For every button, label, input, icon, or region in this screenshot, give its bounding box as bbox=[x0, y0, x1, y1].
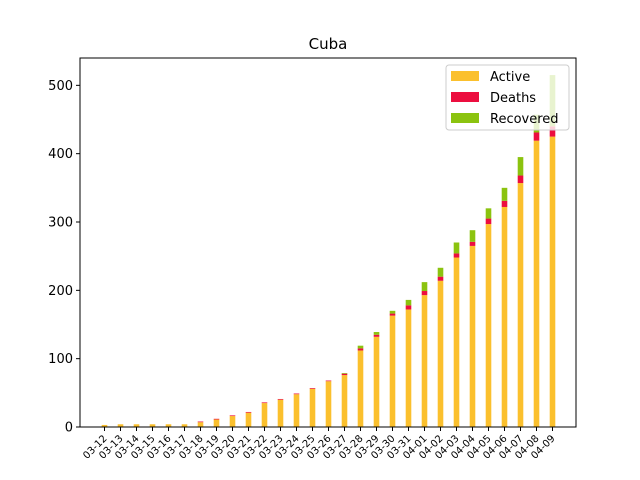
bar-active-04-08 bbox=[533, 140, 540, 427]
legend-label-active: Active bbox=[490, 70, 530, 85]
bar-active-04-01 bbox=[421, 295, 428, 427]
legend-swatch-deaths bbox=[451, 92, 479, 102]
bar-active-04-06 bbox=[501, 206, 508, 427]
bar-deaths-03-28 bbox=[357, 348, 364, 351]
bar-recovered-04-07 bbox=[517, 157, 524, 176]
bar-deaths-03-22 bbox=[261, 402, 268, 404]
chart-title: Cuba bbox=[309, 35, 348, 53]
bar-active-03-26 bbox=[325, 381, 332, 427]
bar-recovered-03-28 bbox=[357, 345, 364, 349]
y-tick-label: 100 bbox=[48, 352, 73, 367]
bar-active-03-30 bbox=[389, 315, 396, 427]
y-axis: 0 100 200 300 400 500 bbox=[48, 79, 80, 436]
bar-recovered-03-27 bbox=[341, 373, 348, 374]
bar-active-03-21 bbox=[245, 412, 252, 427]
bar-recovered-04-05 bbox=[485, 208, 492, 219]
y-tick-label: 0 bbox=[65, 421, 73, 436]
bar-active-03-14 bbox=[133, 424, 140, 427]
bar-recovered-04-06 bbox=[501, 187, 508, 201]
bar-deaths-04-09 bbox=[549, 126, 556, 137]
bar-active-04-09 bbox=[549, 136, 556, 427]
bar-active-03-29 bbox=[373, 336, 380, 427]
bar-active-04-03 bbox=[453, 257, 460, 427]
bars-group bbox=[101, 75, 556, 427]
bar-deaths-03-30 bbox=[389, 313, 396, 316]
bar-deaths-03-31 bbox=[405, 305, 412, 310]
bar-deaths-03-19 bbox=[213, 418, 220, 420]
bar-active-04-05 bbox=[485, 224, 492, 427]
bar-recovered-04-02 bbox=[437, 267, 444, 277]
bar-deaths-03-26 bbox=[325, 380, 332, 382]
bar-active-03-27 bbox=[341, 375, 348, 427]
bar-deaths-04-08 bbox=[533, 132, 540, 141]
bar-recovered-03-31 bbox=[405, 299, 412, 306]
bar-active-03-12 bbox=[101, 424, 108, 427]
bar-deaths-03-18 bbox=[197, 421, 204, 423]
bar-deaths-04-02 bbox=[437, 276, 444, 281]
plot-frame bbox=[79, 57, 577, 428]
bar-deaths-03-29 bbox=[373, 334, 380, 337]
bar-active-03-31 bbox=[405, 309, 412, 427]
bar-deaths-04-04 bbox=[469, 241, 476, 246]
bar-deaths-03-20 bbox=[229, 415, 236, 417]
bar-active-03-17 bbox=[181, 424, 188, 427]
bar-active-03-22 bbox=[261, 403, 268, 427]
bar-deaths-03-25 bbox=[309, 388, 316, 389]
bar-deaths-04-06 bbox=[501, 200, 508, 207]
y-tick-label: 500 bbox=[48, 79, 73, 94]
bar-active-03-13 bbox=[117, 424, 124, 427]
bar-deaths-04-07 bbox=[517, 175, 524, 184]
y-tick-label: 200 bbox=[48, 284, 73, 299]
bar-deaths-03-27 bbox=[341, 373, 348, 376]
bar-active-03-19 bbox=[213, 419, 220, 427]
bar-active-03-23 bbox=[277, 399, 284, 427]
bar-active-03-18 bbox=[197, 422, 204, 427]
bar-active-03-25 bbox=[309, 388, 316, 427]
legend: Active Deaths Recovered bbox=[445, 64, 570, 131]
bar-recovered-04-04 bbox=[469, 230, 476, 242]
legend-swatch-recovered bbox=[451, 113, 479, 123]
bar-active-04-02 bbox=[437, 280, 444, 427]
legend-label-recovered: Recovered bbox=[490, 112, 559, 127]
bar-active-03-16 bbox=[165, 424, 172, 427]
bar-deaths-03-21 bbox=[245, 411, 252, 413]
bar-deaths-04-05 bbox=[485, 218, 492, 225]
bar-recovered-03-30 bbox=[389, 310, 396, 314]
bar-active-03-28 bbox=[357, 350, 364, 427]
bar-deaths-03-24 bbox=[293, 393, 300, 395]
legend-swatch-active bbox=[451, 71, 479, 81]
bar-active-03-20 bbox=[229, 416, 236, 427]
bar-active-03-15 bbox=[149, 424, 156, 427]
bar-deaths-04-01 bbox=[421, 291, 428, 296]
bar-active-04-04 bbox=[469, 245, 476, 427]
bar-recovered-04-03 bbox=[453, 242, 460, 254]
legend-label-deaths: Deaths bbox=[490, 91, 536, 106]
y-tick-label: 300 bbox=[48, 216, 73, 231]
y-tick-label: 400 bbox=[48, 147, 73, 162]
bar-recovered-04-01 bbox=[421, 282, 428, 292]
bar-active-04-07 bbox=[517, 183, 524, 427]
bar-active-03-24 bbox=[293, 394, 300, 427]
bar-deaths-03-23 bbox=[277, 398, 284, 400]
bar-recovered-03-29 bbox=[373, 332, 380, 335]
bar-deaths-04-03 bbox=[453, 253, 460, 258]
